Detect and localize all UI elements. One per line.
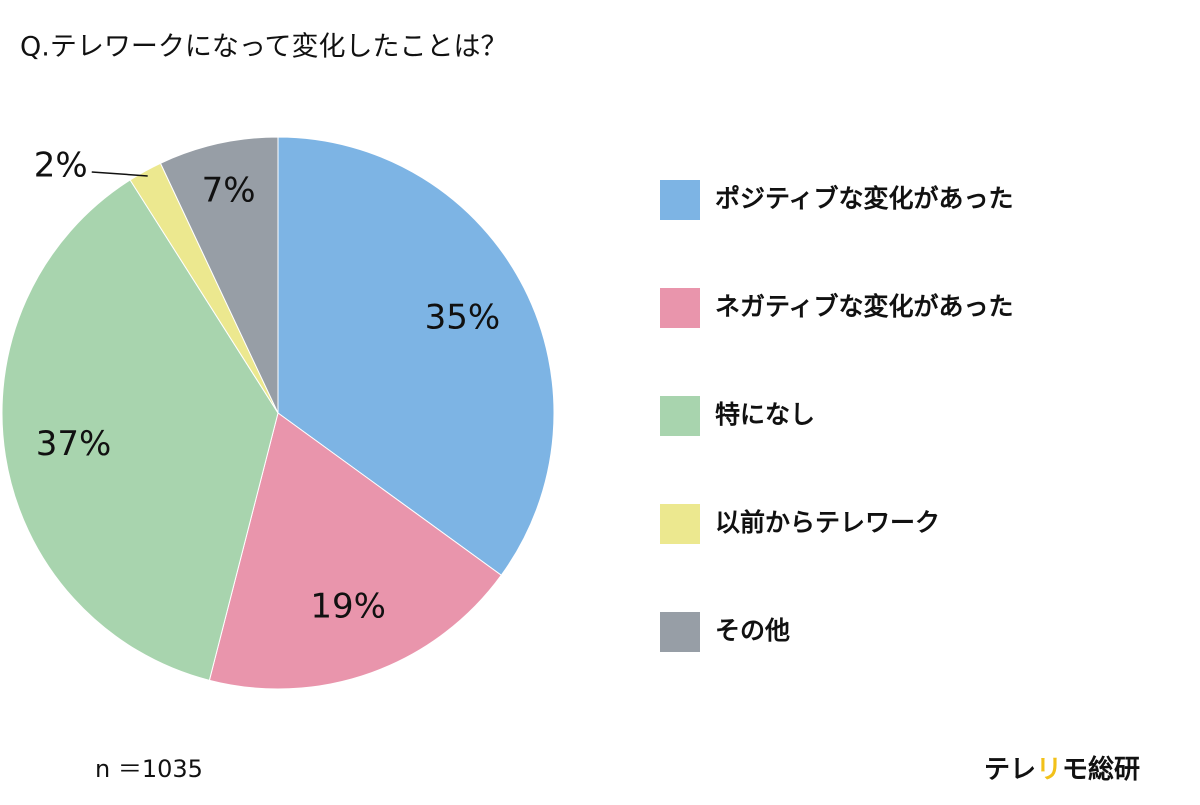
brand-part: モ総研 <box>1062 754 1140 785</box>
data-label: 2% <box>34 145 88 185</box>
legend-swatch <box>660 288 700 328</box>
brand: テレリモ総研 <box>984 754 1140 785</box>
data-label: 35% <box>425 298 501 338</box>
leader-line <box>91 171 148 177</box>
legend-label: ネガティブな変化があった <box>715 292 1014 321</box>
legend-swatch <box>660 396 700 436</box>
data-label: 7% <box>202 171 256 211</box>
sample-note: n ＝1035 <box>95 755 203 783</box>
chart-title: Q.テレワークになって変化したことは？ <box>20 32 507 63</box>
legend-swatch <box>660 504 700 544</box>
pie-slice <box>159 136 279 414</box>
pie-slice <box>277 136 555 576</box>
legend-label: ポジティブな変化があった <box>715 184 1014 213</box>
pie-slice <box>208 412 502 690</box>
data-label: 19% <box>310 586 386 626</box>
legend-label: その他 <box>715 616 790 645</box>
legend-swatch <box>660 612 700 652</box>
legend-label: 特になし <box>715 400 815 429</box>
brand-part: テレ <box>984 755 1036 785</box>
legend-label: 以前からテレワーク <box>715 508 940 537</box>
brand-part: リ <box>1036 755 1062 785</box>
legend-swatch <box>660 180 700 220</box>
data-label: 37% <box>36 424 112 464</box>
